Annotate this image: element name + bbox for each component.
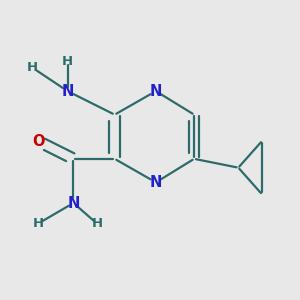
- Text: H: H: [62, 55, 73, 68]
- Text: H: H: [27, 61, 38, 74]
- Text: N: N: [150, 175, 162, 190]
- Text: H: H: [32, 217, 44, 230]
- Text: O: O: [32, 134, 44, 149]
- Text: N: N: [67, 196, 80, 211]
- Text: H: H: [92, 217, 103, 230]
- Text: N: N: [150, 84, 162, 99]
- Text: N: N: [61, 84, 74, 99]
